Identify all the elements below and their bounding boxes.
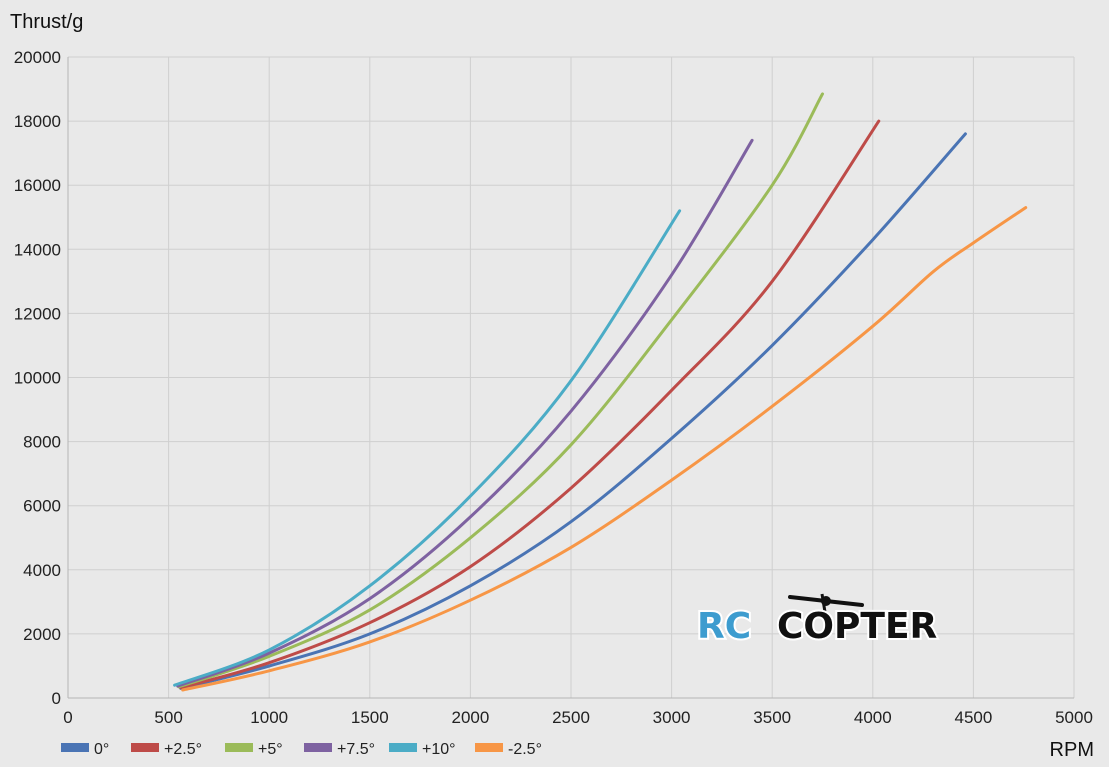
y-tick-label: 12000 [14, 304, 61, 323]
x-tick-label: 5000 [1055, 708, 1093, 727]
series-line-2 [177, 92, 824, 689]
logo-text-copter: COPTER [777, 606, 937, 647]
legend-swatch [389, 743, 417, 752]
series-lines [173, 92, 1028, 692]
legend-label: +10° [422, 741, 456, 758]
x-tick-label: 2000 [451, 708, 489, 727]
x-axis-title: RPM [1050, 739, 1094, 761]
x-tick-label: 0 [63, 708, 72, 727]
y-axis-title: Thrust/g [10, 11, 83, 33]
legend-label: +7.5° [337, 741, 375, 758]
x-tick-label: 3500 [753, 708, 791, 727]
legend-swatch [61, 743, 89, 752]
grid [68, 56, 1075, 698]
series-line-3 [176, 138, 754, 688]
y-tick-labels: 0 2000 4000 6000 8000 10000 12000 14000 16000 180… [14, 48, 61, 708]
legend-item: 0° [61, 741, 109, 758]
y-tick-label: 18000 [14, 112, 61, 131]
x-tick-label: 4500 [954, 708, 992, 727]
rc-copter-logo: RC COPTER [695, 593, 939, 649]
x-tick-label: 2500 [552, 708, 590, 727]
x-tick-label: 500 [154, 708, 182, 727]
legend-label: 0° [94, 741, 109, 758]
helicopter-icon [788, 593, 864, 619]
y-tick-label: 20000 [14, 48, 61, 67]
y-tick-label: 16000 [14, 176, 61, 195]
legend-item: +7.5° [304, 741, 375, 758]
y-tick-label: 0 [52, 689, 61, 708]
x-tick-label: 3000 [653, 708, 691, 727]
x-tick-label: 1000 [250, 708, 288, 727]
legend-item: +5° [225, 741, 283, 758]
legend-swatch [225, 743, 253, 752]
x-tick-labels: 0 500 1000 1500 2000 2500 3000 3500 4000 4500 5000 [63, 708, 1093, 727]
legend-swatch [304, 743, 332, 752]
y-tick-label: 6000 [23, 497, 61, 516]
x-tick-label: 1500 [351, 708, 389, 727]
y-tick-label: 10000 [14, 369, 61, 388]
series-line-5 [181, 206, 1028, 692]
series-line-1 [179, 119, 881, 690]
y-tick-label: 8000 [23, 433, 61, 452]
legend-label: -2.5° [508, 741, 542, 758]
legend-swatch [131, 743, 159, 752]
axes [67, 57, 1074, 699]
legend-item: -2.5° [475, 741, 542, 758]
legend-swatch [475, 743, 503, 752]
legend-item: +2.5° [131, 741, 202, 758]
legend: 0° +2.5° +5° +7.5° +10° -2.5° [61, 741, 542, 758]
logo-text-rc: RC [697, 606, 751, 647]
y-tick-label: 4000 [23, 561, 61, 580]
y-tick-label: 2000 [23, 625, 61, 644]
legend-item: +10° [389, 741, 456, 758]
legend-label: +2.5° [164, 741, 202, 758]
x-tick-label: 4000 [854, 708, 892, 727]
series-line-0 [179, 132, 967, 690]
series-line-4 [173, 209, 682, 687]
y-tick-label: 14000 [14, 240, 61, 259]
legend-label: +5° [258, 741, 283, 758]
